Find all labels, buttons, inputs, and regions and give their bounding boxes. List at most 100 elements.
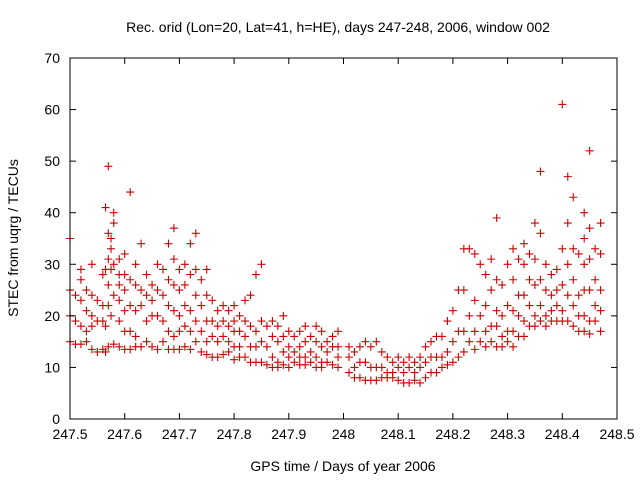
data-point xyxy=(224,347,233,356)
data-point xyxy=(279,347,288,356)
data-point xyxy=(361,358,370,367)
data-point xyxy=(372,337,381,346)
data-point xyxy=(410,368,419,377)
x-tick-label: 248.2 xyxy=(435,426,470,442)
data-point xyxy=(585,286,594,295)
data-point xyxy=(328,360,337,369)
data-point xyxy=(481,327,490,336)
data-point xyxy=(541,286,550,295)
y-tick-label: 70 xyxy=(44,50,60,66)
data-point xyxy=(459,327,468,336)
data-point xyxy=(208,296,217,305)
data-point xyxy=(246,291,255,300)
data-point xyxy=(525,249,534,258)
data-point xyxy=(153,286,162,295)
data-point xyxy=(76,340,85,349)
data-point xyxy=(169,332,178,341)
data-point xyxy=(580,234,589,243)
data-point xyxy=(202,265,211,274)
x-tick-label: 247.7 xyxy=(162,426,197,442)
data-point xyxy=(552,286,561,295)
data-point xyxy=(120,286,129,295)
data-point xyxy=(465,311,474,320)
y-axis: 0 10 20 30 40 50 60 70 xyxy=(44,50,617,427)
data-point xyxy=(191,337,200,346)
data-point xyxy=(536,317,545,326)
data-point xyxy=(197,347,206,356)
data-point xyxy=(585,255,594,264)
data-point xyxy=(137,342,146,351)
data-point xyxy=(563,291,572,300)
data-point xyxy=(448,337,457,346)
data-point xyxy=(536,275,545,284)
data-point xyxy=(197,275,206,284)
data-point xyxy=(180,322,189,331)
data-point xyxy=(312,322,321,331)
data-point xyxy=(87,291,96,300)
data-point xyxy=(186,306,195,315)
data-point xyxy=(273,337,282,346)
data-point xyxy=(405,378,414,387)
data-point xyxy=(541,260,550,269)
data-point xyxy=(509,244,518,253)
data-point xyxy=(558,306,567,315)
data-point xyxy=(230,355,239,364)
data-point xyxy=(268,317,277,326)
data-point xyxy=(186,327,195,336)
data-point xyxy=(284,327,293,336)
data-point xyxy=(107,234,116,243)
data-point xyxy=(520,317,529,326)
data-point xyxy=(388,373,397,382)
data-point xyxy=(585,224,594,233)
data-point xyxy=(120,270,129,279)
data-point xyxy=(344,342,353,351)
data-point xyxy=(437,363,446,372)
x-tick-label: 247.8 xyxy=(217,426,252,442)
data-point xyxy=(492,322,501,331)
data-point xyxy=(235,327,244,336)
data-point xyxy=(257,260,266,269)
data-point xyxy=(131,260,140,269)
data-point xyxy=(596,306,605,315)
data-point xyxy=(153,311,162,320)
data-point xyxy=(388,358,397,367)
data-point xyxy=(191,229,200,238)
data-point xyxy=(295,342,304,351)
data-point xyxy=(208,317,217,326)
data-point xyxy=(443,347,452,356)
data-point xyxy=(126,275,135,284)
data-point xyxy=(323,347,332,356)
data-point xyxy=(355,342,364,351)
data-point xyxy=(569,301,578,310)
data-point xyxy=(107,311,116,320)
data-point xyxy=(492,275,501,284)
data-point xyxy=(175,265,184,274)
data-point xyxy=(509,275,518,284)
data-point xyxy=(142,317,151,326)
data-point xyxy=(235,311,244,320)
data-point xyxy=(591,301,600,310)
data-point xyxy=(470,249,479,258)
data-point xyxy=(301,337,310,346)
data-point xyxy=(257,317,266,326)
data-point xyxy=(443,360,452,369)
data-point xyxy=(509,342,518,351)
data-point xyxy=(306,332,315,341)
data-point xyxy=(224,322,233,331)
data-point xyxy=(148,296,157,305)
data-point xyxy=(563,317,572,326)
data-point xyxy=(126,345,135,354)
data-point xyxy=(268,353,277,362)
data-point xyxy=(175,345,184,354)
y-tick-label: 50 xyxy=(44,153,60,169)
data-point xyxy=(317,342,326,351)
data-point xyxy=(104,342,113,351)
data-point xyxy=(350,363,359,372)
data-point xyxy=(76,275,85,284)
plot-marks xyxy=(66,100,605,387)
data-point xyxy=(465,244,474,253)
data-point xyxy=(514,311,523,320)
data-point xyxy=(334,342,343,351)
data-point xyxy=(115,342,124,351)
x-tick-label: 248.4 xyxy=(545,426,580,442)
